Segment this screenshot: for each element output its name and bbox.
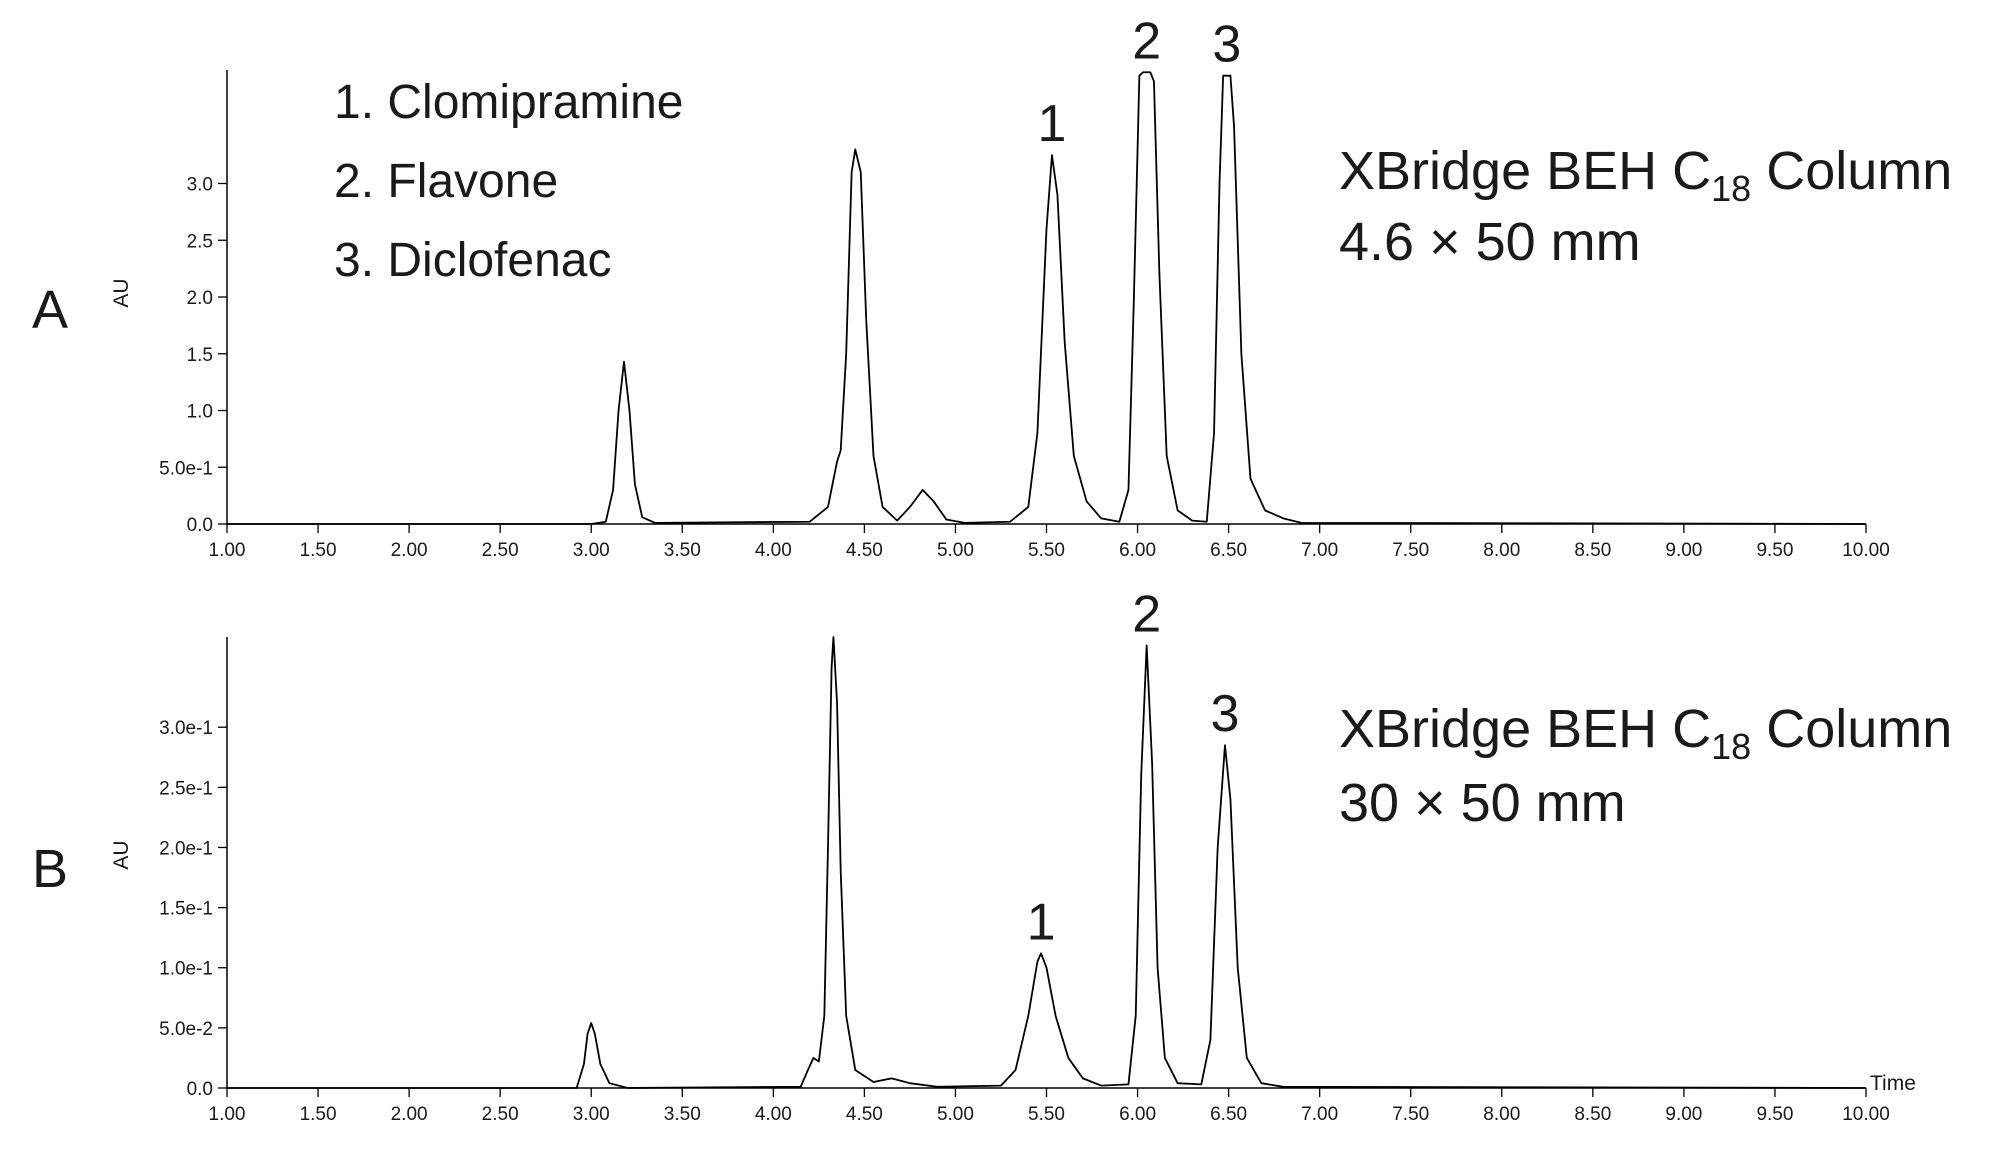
column-subscript: 18 — [1711, 168, 1751, 209]
y-tick-label: 3.0 — [187, 175, 213, 196]
x-tick-label: 7.00 — [1301, 1104, 1338, 1125]
column-name: XBridge BEH C18 Column — [1339, 141, 1952, 209]
x-tick-label: 3.00 — [573, 540, 610, 561]
x-tick-label: 8.50 — [1574, 1104, 1611, 1125]
x-tick-label: 1.50 — [300, 540, 337, 561]
column-name-text: XBridge BEH C — [1339, 699, 1711, 759]
x-tick-label: 7.00 — [1301, 540, 1338, 561]
x-tick-label: 1.00 — [209, 1104, 246, 1125]
x-tick-label: 8.00 — [1483, 540, 1520, 561]
x-tick-label: 8.00 — [1483, 1104, 1520, 1125]
x-tick-label: 3.00 — [573, 1104, 610, 1125]
y-tick-label: 1.0 — [187, 402, 213, 423]
x-tick-label: 4.50 — [846, 540, 883, 561]
peak-label: 2 — [1132, 585, 1161, 643]
x-tick-label: 6.00 — [1119, 540, 1156, 561]
chart-panel: 1.00 1.50 2.00 2.50 3.00 3.50 4.00 4.50 5.00 5.50… — [32, 12, 1952, 561]
y-tick-label: 5.0e-2 — [159, 1019, 213, 1040]
column-size: 30 × 50 mm — [1339, 773, 1626, 833]
x-tick-label: 4.00 — [755, 1104, 792, 1125]
y-tick-label: 2.5 — [187, 231, 213, 252]
x-tick-label: 10.00 — [1842, 540, 1890, 561]
y-tick-label: 1.0e-1 — [159, 959, 213, 980]
peak-label: 1 — [1038, 95, 1067, 153]
x-tick-label: 2.50 — [482, 540, 519, 561]
column-suffix: Column — [1751, 141, 1952, 201]
x-tick-label: 6.50 — [1210, 1104, 1247, 1125]
x-tick-label: 1.00 — [209, 540, 246, 561]
x-tick-label: 4.00 — [755, 540, 792, 561]
chromatogram-trace — [227, 636, 1867, 1089]
legend-line: 2. Flavone — [334, 155, 558, 208]
panel-label: A — [32, 280, 68, 340]
y-tick-label: 1.5e-1 — [159, 899, 213, 920]
x-tick-label: 3.50 — [664, 540, 701, 561]
x-tick-label: 10.00 — [1842, 1104, 1890, 1125]
column-name-text: XBridge BEH C — [1339, 141, 1711, 201]
x-tick-label: 3.50 — [664, 1104, 701, 1125]
y-axis-label: AU — [110, 840, 133, 869]
x-tick-label: 7.50 — [1392, 1104, 1429, 1125]
x-tick-label: 9.00 — [1665, 540, 1702, 561]
x-tick-label: 6.50 — [1210, 540, 1247, 561]
x-tick-label: 1.50 — [300, 1104, 337, 1125]
peak-label: 2 — [1132, 12, 1161, 70]
x-tick-label: 2.50 — [482, 1104, 519, 1125]
y-tick-label: 2.5e-1 — [159, 778, 213, 799]
x-tick-label: 5.00 — [937, 540, 974, 561]
x-tick-label: 7.50 — [1392, 540, 1429, 561]
peak-label: 3 — [1211, 685, 1240, 743]
peak-label: 3 — [1212, 16, 1241, 74]
y-tick-label: 2.0 — [187, 288, 213, 309]
y-axis-label: AU — [110, 278, 133, 307]
x-tick-label: 4.50 — [846, 1104, 883, 1125]
x-tick-label: 5.50 — [1028, 540, 1065, 561]
y-tick-label: 2.0e-1 — [159, 838, 213, 859]
legend-line: 3. Diclofenac — [334, 234, 611, 287]
y-tick-label: 0.0 — [187, 1079, 213, 1100]
x-tick-label: 5.00 — [937, 1104, 974, 1125]
x-tick-label: 2.00 — [391, 1104, 428, 1125]
column-suffix: Column — [1751, 699, 1952, 759]
x-tick-label: 8.50 — [1574, 540, 1611, 561]
column-subscript: 18 — [1711, 726, 1751, 767]
y-tick-label: 0.0 — [187, 515, 213, 536]
x-tick-label: 6.00 — [1119, 1104, 1156, 1125]
panel-label: B — [32, 839, 68, 899]
peak-label: 1 — [1027, 893, 1056, 951]
x-tick-label: 9.00 — [1665, 1104, 1702, 1125]
x-tick-label: 9.50 — [1756, 540, 1793, 561]
column-size: 4.6 × 50 mm — [1339, 212, 1641, 272]
chromatogram-trace — [227, 71, 1867, 525]
y-tick-label: 3.0e-1 — [159, 718, 213, 739]
y-tick-label: 1.5 — [187, 345, 213, 366]
x-tick-label: 2.00 — [391, 540, 428, 561]
chart-panel: 1.00 1.50 2.00 2.50 3.00 3.50 4.00 4.50 5.00 5.50… — [32, 585, 1952, 1125]
x-tick-label: 5.50 — [1028, 1104, 1065, 1125]
column-name: XBridge BEH C18 Column — [1339, 699, 1952, 767]
x-tick-label: 9.50 — [1756, 1104, 1793, 1125]
x-axis-label: Time — [1870, 1072, 1916, 1095]
y-tick-label: 5.0e-1 — [159, 458, 213, 479]
legend-line: 1. Clomipramine — [334, 76, 683, 129]
